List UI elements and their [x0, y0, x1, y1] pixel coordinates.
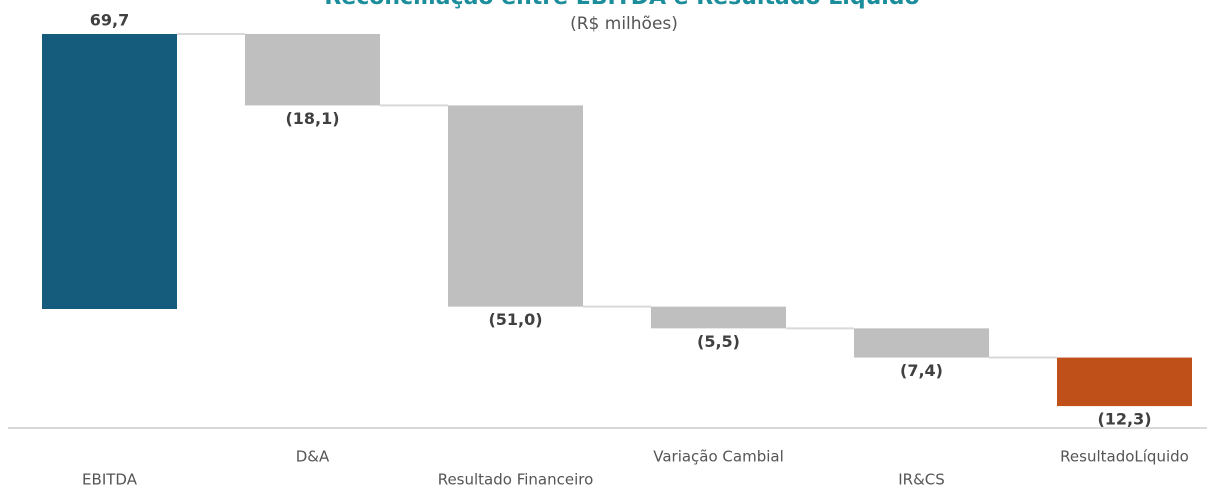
- bar: [245, 33, 380, 106]
- x-tick-label: IR&CS: [898, 471, 945, 486]
- value-label: (12,3): [1097, 410, 1151, 429]
- x-tick-label: Resultado Financeiro: [438, 471, 594, 486]
- bar: [1057, 357, 1192, 407]
- bar: [651, 306, 786, 329]
- value-label: (51,0): [488, 310, 542, 329]
- value-label: (5,5): [697, 332, 740, 351]
- chart-title: Reconciliação entre EBITDA e Resultado L…: [324, 0, 919, 10]
- x-tick-label: D&A: [296, 448, 330, 466]
- value-label: (7,4): [900, 361, 943, 380]
- x-tick-label: EBITDA: [82, 471, 138, 486]
- bar: [854, 328, 989, 358]
- bar: [448, 105, 583, 307]
- bar: [42, 33, 177, 310]
- value-label: 69,7: [90, 10, 129, 29]
- chart-subtitle: (R$ milhões): [570, 14, 678, 34]
- value-label: (18,1): [285, 109, 339, 128]
- x-tick-label: ResultadoLíquido: [1060, 448, 1189, 466]
- x-tick-label: Variação Cambial: [653, 448, 784, 466]
